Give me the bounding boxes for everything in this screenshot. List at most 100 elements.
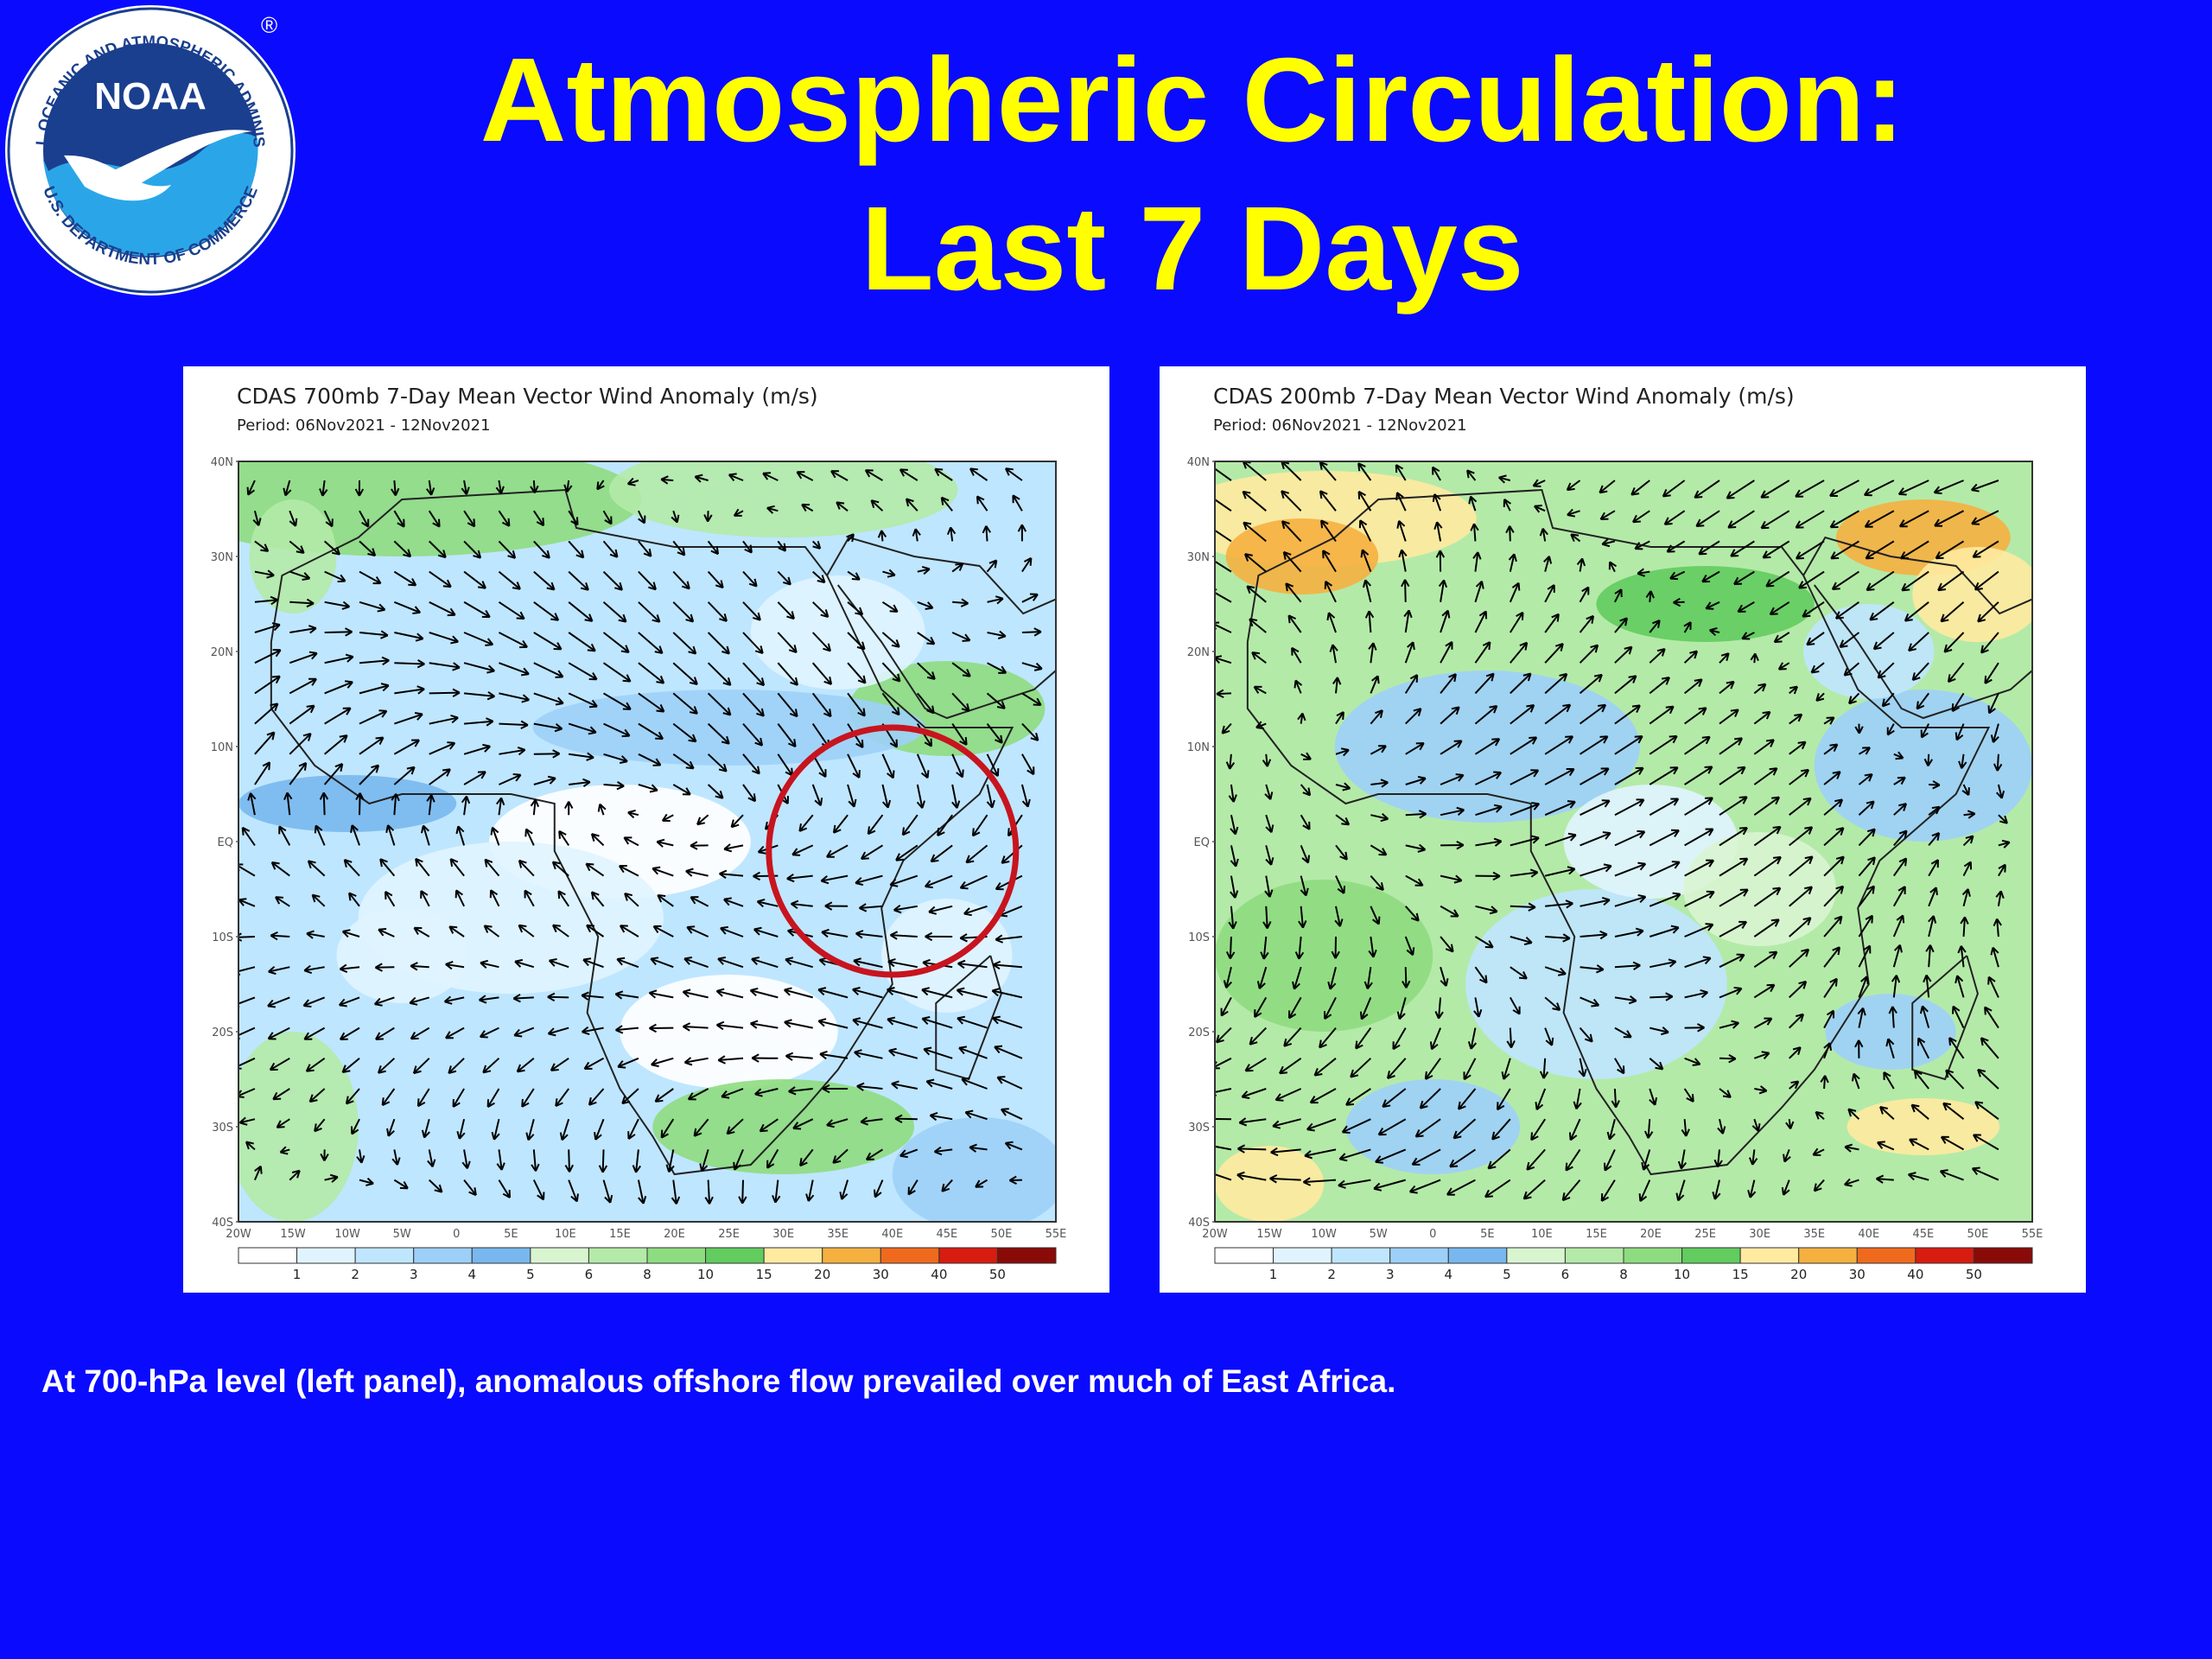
lat-tick-label: 40N (1187, 456, 1210, 469)
lon-tick-label: 0 (1429, 1228, 1436, 1241)
colorbar-label: 10 (697, 1267, 714, 1282)
lon-tick-label: 25E (718, 1228, 740, 1241)
slide-title-line-1: Atmospheric Circulation: (480, 34, 1905, 167)
lat-tick-label: 30N (211, 551, 233, 564)
lon-tick-label: 5E (504, 1228, 518, 1241)
colorbar-label: 50 (1966, 1267, 1982, 1282)
colorbar-label: 1 (1269, 1267, 1278, 1282)
colorbar-label: 5 (526, 1267, 535, 1282)
colorbar-swatch (646, 1247, 707, 1264)
lon-tick-label: 5E (1480, 1228, 1495, 1241)
lon-tick-label: 55E (2022, 1228, 2044, 1241)
colorbar-label: 6 (585, 1267, 594, 1282)
colorbar-swatch (1623, 1247, 1683, 1264)
lon-tick-label: 20W (1202, 1228, 1228, 1241)
colorbar-label: 30 (873, 1267, 889, 1282)
lon-tick-label: 5W (393, 1228, 411, 1241)
colorbar-label: 3 (1386, 1267, 1395, 1282)
colorbar-label: 1 (293, 1267, 302, 1282)
colorbar-swatch (1856, 1247, 1916, 1264)
colorbar-swatch (354, 1247, 415, 1264)
colorbar-swatch (880, 1247, 940, 1264)
colorbar-swatch (1389, 1247, 1449, 1264)
lon-tick-label: 25E (1694, 1228, 1716, 1241)
lat-tick-label: 30N (1187, 551, 1210, 564)
lon-tick-label: 40E (1858, 1228, 1879, 1241)
colorbar-swatch (238, 1247, 298, 1264)
lat-tick-label: 40S (1188, 1217, 1210, 1230)
colorbar-label: 6 (1561, 1267, 1570, 1282)
lon-tick-label: 15W (280, 1228, 306, 1241)
lon-tick-label: 55E (1046, 1228, 1067, 1241)
slide-title: Atmospheric Circulation: Last 7 Days (363, 26, 2022, 323)
highlight-circle-east-africa (766, 724, 1020, 978)
lon-tick-label: 35E (1803, 1228, 1825, 1241)
lat-tick-label: EQ (218, 836, 233, 849)
lon-tick-label: 10E (1531, 1228, 1553, 1241)
lat-tick-label: 20N (211, 646, 233, 659)
lon-tick-label: 35E (827, 1228, 849, 1241)
lat-tick-label: 30S (212, 1122, 233, 1135)
colorbar-label: 8 (643, 1267, 652, 1282)
lon-tick-label: 30E (1749, 1228, 1770, 1241)
panel-title: CDAS 200mb 7-Day Mean Vector Wind Anomal… (1213, 384, 1795, 409)
lat-tick-label: 40S (212, 1217, 233, 1230)
lon-tick-label: 40E (881, 1228, 903, 1241)
lon-tick-label: 50E (1967, 1228, 1989, 1241)
colorbar: 1 2 3 4 5 6 8 10 15 20 30 40 50 (238, 1247, 1057, 1282)
colorbar-label: 30 (1849, 1267, 1866, 1282)
colorbar-swatch (1564, 1247, 1624, 1264)
panel-period: Period: 06Nov2021 - 12Nov2021 (1213, 416, 1467, 435)
colorbar-swatch (763, 1247, 823, 1264)
lat-tick-label: 30S (1188, 1122, 1210, 1135)
colorbar-swatch (1739, 1247, 1800, 1264)
colorbar-swatch (1506, 1247, 1566, 1264)
lon-tick-label: 45E (936, 1228, 957, 1241)
lon-tick-label: 5W (1370, 1228, 1388, 1241)
colorbar-label: 2 (1327, 1267, 1336, 1282)
colorbar-swatch (1681, 1247, 1741, 1264)
colorbar-swatch (822, 1247, 881, 1264)
registered-mark: ® (261, 12, 277, 38)
colorbar-label: 15 (756, 1267, 772, 1282)
colorbar-swatch (1214, 1247, 1274, 1264)
lon-tick-label: 45E (1912, 1228, 1934, 1241)
colorbar-label: 3 (410, 1267, 418, 1282)
lat-tick-label: EQ (1194, 836, 1210, 849)
colorbar-label: 40 (931, 1267, 947, 1282)
colorbar-swatch (1273, 1247, 1332, 1264)
colorbar-swatch (1973, 1247, 2033, 1264)
lon-tick-label: 20E (664, 1228, 685, 1241)
lon-tick-label: 30E (772, 1228, 794, 1241)
slide-caption: At 700-hPa level (left panel), anomalous… (41, 1363, 1396, 1399)
slide-title-line-2: Last 7 Days (861, 182, 1524, 315)
lat-tick-label: 10S (212, 931, 233, 944)
colorbar: 1 2 3 4 5 6 8 10 15 20 30 40 50 (1214, 1247, 2033, 1282)
lon-tick-label: 20E (1640, 1228, 1662, 1241)
lat-tick-label: 40N (211, 456, 233, 469)
colorbar-swatch (588, 1247, 648, 1264)
panel-title: CDAS 700mb 7-Day Mean Vector Wind Anomal… (237, 384, 818, 409)
lon-tick-label: 10W (334, 1228, 360, 1241)
map-panel-700mb: 40N 30N 20N 10N EQ 10S 20S 30S 40S 20W 15W 10W 5W 0 5E… (183, 366, 1109, 1293)
lon-tick-label: 15E (609, 1228, 631, 1241)
lon-tick-label: 10E (555, 1228, 576, 1241)
lat-tick-label: 10S (1188, 931, 1210, 944)
colorbar-swatch (413, 1247, 473, 1264)
colorbar-label: 10 (1674, 1267, 1690, 1282)
colorbar-swatch (1447, 1247, 1508, 1264)
colorbar-label: 8 (1619, 1267, 1628, 1282)
colorbar-label: 5 (1503, 1267, 1511, 1282)
lon-tick-label: 10W (1311, 1228, 1337, 1241)
colorbar-swatch (996, 1247, 1057, 1264)
colorbar-swatch (1798, 1247, 1858, 1264)
colorbar-label: 40 (1907, 1267, 1923, 1282)
colorbar-label: 4 (1445, 1267, 1453, 1282)
colorbar-label: 4 (468, 1267, 477, 1282)
lat-tick-label: 20N (1187, 646, 1210, 659)
lon-tick-label: 50E (991, 1228, 1013, 1241)
lat-tick-label: 10N (211, 741, 233, 754)
